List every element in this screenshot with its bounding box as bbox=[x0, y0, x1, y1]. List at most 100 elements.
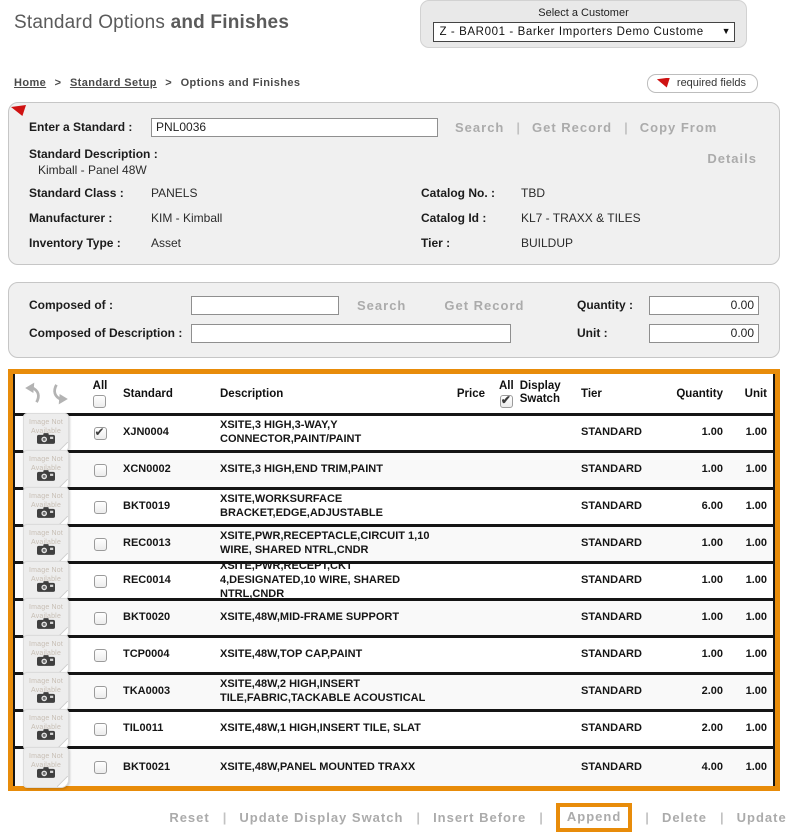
required-fields-badge: required fields bbox=[646, 73, 758, 93]
catalog-no-label: Catalog No. : bbox=[421, 186, 495, 200]
composed-get-record-button[interactable]: Get Record bbox=[444, 297, 525, 313]
move-up-arrow-icon[interactable] bbox=[22, 382, 42, 405]
tier-cell: STANDARD bbox=[581, 463, 642, 476]
row-checkbox[interactable] bbox=[93, 463, 107, 477]
unit-cell: 1.00 bbox=[745, 537, 767, 550]
quantity-cell: 1.00 bbox=[701, 611, 723, 624]
customer-select[interactable]: Z - BAR001 - Barker Importers Demo Custo… bbox=[432, 21, 735, 42]
quantity-input[interactable] bbox=[649, 295, 759, 315]
table-row: Image Not Available TCP0004 XSITE,48W,TO… bbox=[15, 634, 773, 676]
standard-code-cell: BKT0021 bbox=[123, 760, 171, 773]
unit-cell: 1.00 bbox=[745, 648, 767, 661]
search-button[interactable]: Search bbox=[455, 119, 505, 135]
camera-icon bbox=[37, 765, 55, 783]
composed-search-button[interactable]: Search bbox=[357, 297, 407, 313]
row-checkbox[interactable] bbox=[93, 761, 107, 774]
tier-cell: STANDARD bbox=[581, 500, 642, 513]
quantity-cell: 1.00 bbox=[701, 463, 723, 476]
move-down-arrow-icon[interactable] bbox=[51, 382, 71, 405]
quantity-cell: 4.00 bbox=[701, 760, 723, 773]
tier-cell: STANDARD bbox=[581, 648, 642, 661]
row-checkbox[interactable] bbox=[93, 722, 107, 736]
standard-code-cell: BKT0019 bbox=[123, 500, 171, 513]
description-cell: XSITE,48W,TOP CAP,PAINT bbox=[220, 648, 363, 661]
standard-input[interactable] bbox=[151, 117, 438, 137]
reset-button[interactable]: Reset bbox=[169, 810, 210, 825]
insert-before-button[interactable]: Insert Before bbox=[433, 810, 527, 825]
quantity-cell: 6.00 bbox=[701, 500, 723, 513]
standard-description-label: Standard Description : bbox=[29, 147, 158, 161]
camera-icon bbox=[37, 505, 55, 523]
unit-input[interactable] bbox=[649, 323, 759, 343]
unit-cell: 1.00 bbox=[745, 685, 767, 698]
product-image-thumbnail[interactable]: Image Not Available bbox=[23, 560, 69, 602]
table-row: Image Not Available XCN0002 XSITE,3 HIGH… bbox=[15, 449, 773, 491]
product-image-thumbnail[interactable]: Image Not Available bbox=[23, 634, 69, 676]
tier-cell: STANDARD bbox=[581, 722, 642, 735]
display-swatch-column-header: Display Swatch bbox=[519, 379, 561, 405]
inventory-type-value: Asset bbox=[151, 236, 182, 250]
standard-class-label: Standard Class : bbox=[29, 186, 124, 200]
breadcrumb-standard-setup-link[interactable]: Standard Setup bbox=[69, 77, 157, 89]
composed-of-description-input[interactable] bbox=[191, 323, 511, 343]
product-image-thumbnail[interactable]: Image Not Available bbox=[23, 523, 69, 565]
quantity-column-header: Quantity bbox=[676, 387, 723, 400]
details-button[interactable]: Details bbox=[707, 151, 757, 166]
description-cell: XSITE,3 HIGH,3-WAY,Y CONNECTOR,PAINT/PAI… bbox=[220, 419, 362, 445]
product-image-thumbnail[interactable]: Image Not Available bbox=[23, 449, 69, 491]
select-all-checkbox[interactable] bbox=[93, 394, 107, 408]
standard-code-cell: XJN0004 bbox=[123, 426, 169, 439]
row-checkbox[interactable] bbox=[93, 537, 107, 551]
camera-icon bbox=[37, 653, 55, 671]
camera-icon bbox=[37, 690, 55, 708]
product-image-thumbnail[interactable]: Image Not Available bbox=[23, 708, 69, 750]
standard-code-cell: TKA0003 bbox=[123, 685, 171, 698]
unit-cell: 1.00 bbox=[745, 426, 767, 439]
get-record-button[interactable]: Get Record bbox=[532, 119, 613, 135]
breadcrumb: Home > Standard Setup > Options and Fini… bbox=[14, 77, 301, 89]
camera-icon bbox=[37, 616, 55, 634]
standard-code-cell: REC0013 bbox=[123, 537, 171, 550]
table-row: Image Not Available BKT0021 XSITE,48W,PA… bbox=[15, 747, 773, 788]
update-button[interactable]: Update bbox=[736, 810, 787, 825]
delete-button[interactable]: Delete bbox=[661, 810, 707, 825]
unit-cell: 1.00 bbox=[745, 722, 767, 735]
enter-standard-label: Enter a Standard : bbox=[29, 120, 133, 134]
tier-column-header: Tier bbox=[581, 387, 602, 400]
product-image-thumbnail[interactable]: Image Not Available bbox=[23, 597, 69, 639]
camera-icon bbox=[37, 431, 55, 449]
customer-select-label: Select a Customer bbox=[538, 6, 629, 19]
product-image-thumbnail[interactable]: Image Not Available bbox=[23, 412, 69, 454]
tier-value: BUILDUP bbox=[521, 236, 574, 250]
table-header-row: All Standard Description Price All Displ… bbox=[15, 374, 773, 416]
product-image-thumbnail[interactable]: Image Not Available bbox=[23, 747, 69, 788]
unit-label: Unit : bbox=[577, 326, 608, 340]
tier-cell: STANDARD bbox=[581, 611, 642, 624]
swatch-all-label: All bbox=[499, 379, 514, 392]
footer-action-bar: Reset | Update Display Swatch | Insert Befor… bbox=[84, 803, 788, 832]
product-image-thumbnail[interactable]: Image Not Available bbox=[23, 671, 69, 713]
breadcrumb-home-link[interactable]: Home bbox=[14, 77, 47, 89]
quantity-cell: 2.00 bbox=[701, 722, 723, 735]
row-checkbox[interactable] bbox=[93, 574, 107, 588]
row-checkbox[interactable] bbox=[93, 500, 107, 514]
standard-column-header: Standard bbox=[123, 387, 173, 400]
unit-column-header: Unit bbox=[744, 387, 767, 400]
row-checkbox[interactable] bbox=[93, 425, 107, 440]
composed-of-description-label: Composed of Description : bbox=[29, 326, 183, 340]
product-image-thumbnail[interactable]: Image Not Available bbox=[23, 486, 69, 528]
row-checkbox[interactable] bbox=[93, 648, 107, 662]
display-swatch-all-checkbox[interactable] bbox=[499, 393, 513, 408]
composed-of-input[interactable] bbox=[191, 295, 339, 315]
quantity-cell: 1.00 bbox=[701, 648, 723, 661]
row-checkbox[interactable] bbox=[93, 685, 107, 699]
update-display-swatch-button[interactable]: Update Display Swatch bbox=[239, 810, 404, 825]
append-button[interactable]: Append bbox=[566, 809, 622, 824]
description-cell: XSITE,PWR,RECEPTACLE,CIRCUIT 1,10 WIRE, … bbox=[220, 530, 430, 556]
row-checkbox[interactable] bbox=[93, 611, 107, 625]
quantity-cell: 2.00 bbox=[701, 685, 723, 698]
composed-of-label: Composed of : bbox=[29, 298, 113, 312]
tier-cell: STANDARD bbox=[581, 760, 642, 773]
copy-from-button[interactable]: Copy From bbox=[639, 119, 718, 135]
unit-cell: 1.00 bbox=[745, 611, 767, 624]
